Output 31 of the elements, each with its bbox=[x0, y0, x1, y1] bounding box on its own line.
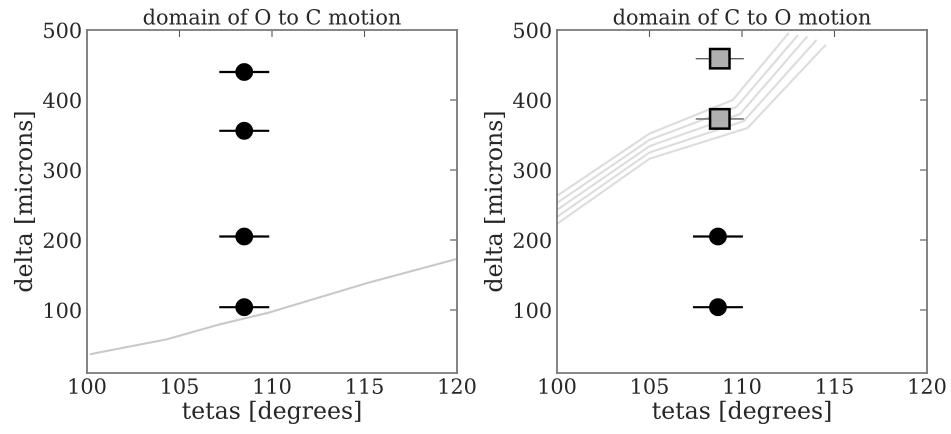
x-axis-title: tetas [degrees] bbox=[182, 400, 360, 424]
y-tick-label: 500 bbox=[514, 22, 551, 38]
y-tick-label: 200 bbox=[514, 232, 551, 248]
x-tick-label: 120 bbox=[440, 378, 476, 394]
x-tick-label: 115 bbox=[347, 378, 383, 394]
chart-title: domain of C to O motion bbox=[614, 8, 871, 25]
y-tick-label: 300 bbox=[44, 162, 81, 178]
y-tick-label: 400 bbox=[43, 92, 81, 108]
x-tick-label: 100 bbox=[540, 378, 576, 394]
point bbox=[235, 122, 254, 140]
x-tick-label: 120 bbox=[910, 378, 946, 394]
x-tick-label: 110 bbox=[724, 378, 760, 394]
x-tick-label: 115 bbox=[817, 378, 853, 394]
x-tick-label: 100 bbox=[70, 378, 106, 394]
point bbox=[235, 63, 254, 81]
x-tick-label: 105 bbox=[632, 378, 668, 394]
x-axis-title: tetas [degrees] bbox=[652, 400, 830, 424]
y-tick-label: 500 bbox=[44, 22, 81, 38]
x-tick-label: 105 bbox=[162, 378, 198, 394]
x-tick-label: 110 bbox=[254, 378, 290, 394]
line-series bbox=[90, 258, 457, 356]
y-tick-label: 300 bbox=[514, 162, 551, 178]
y-axis-title: delta [microns] bbox=[484, 112, 506, 292]
point bbox=[235, 228, 254, 246]
point bbox=[235, 298, 254, 316]
y-tick-label: 200 bbox=[44, 232, 81, 248]
y-axis-title: delta [microns] bbox=[14, 112, 36, 292]
y-tick-label: 400 bbox=[513, 92, 551, 108]
chart-title: domain of O to C motion bbox=[144, 8, 401, 25]
y-tick-label: 100 bbox=[44, 302, 81, 318]
y-tick-label: 100 bbox=[514, 302, 551, 318]
